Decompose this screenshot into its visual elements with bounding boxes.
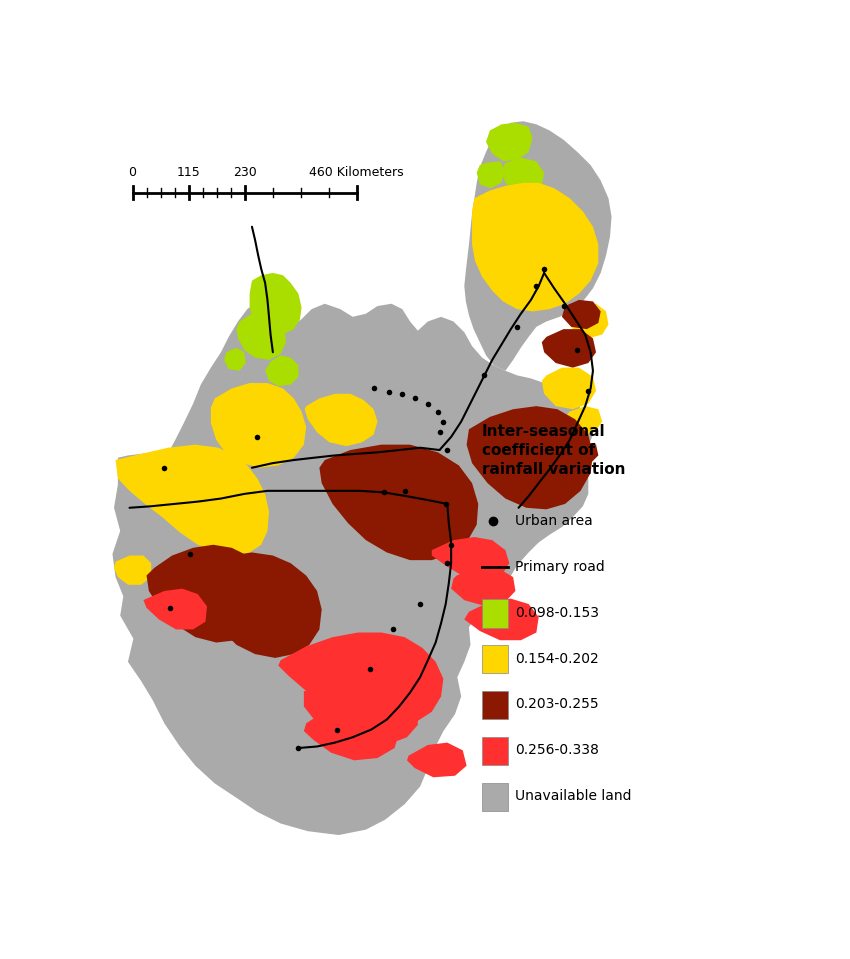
Polygon shape <box>477 161 506 188</box>
Polygon shape <box>451 568 515 606</box>
Polygon shape <box>304 704 400 760</box>
Polygon shape <box>304 394 377 446</box>
Polygon shape <box>541 367 596 409</box>
Polygon shape <box>224 347 246 371</box>
Text: 230: 230 <box>233 166 257 179</box>
Text: 0.256-0.338: 0.256-0.338 <box>514 743 598 757</box>
Text: 460 Kilometers: 460 Kilometers <box>309 166 404 179</box>
Polygon shape <box>502 157 544 194</box>
Polygon shape <box>562 300 601 329</box>
Bar <box>482 737 508 765</box>
Polygon shape <box>464 121 611 371</box>
Polygon shape <box>467 407 593 509</box>
Polygon shape <box>320 445 479 560</box>
Text: 0.098-0.153: 0.098-0.153 <box>514 606 598 620</box>
Polygon shape <box>568 304 609 339</box>
Polygon shape <box>211 383 306 468</box>
Bar <box>482 645 508 673</box>
Polygon shape <box>114 555 151 585</box>
Polygon shape <box>464 598 539 641</box>
Text: Primary road: Primary road <box>514 560 604 574</box>
Polygon shape <box>278 633 444 727</box>
Text: 0: 0 <box>128 166 137 179</box>
Polygon shape <box>146 545 270 643</box>
Polygon shape <box>432 537 509 581</box>
Polygon shape <box>541 329 596 367</box>
Polygon shape <box>565 407 603 434</box>
Text: 0.154-0.202: 0.154-0.202 <box>514 651 598 666</box>
Polygon shape <box>208 552 321 658</box>
Text: 0.203-0.255: 0.203-0.255 <box>514 697 598 712</box>
Polygon shape <box>304 676 418 745</box>
Polygon shape <box>573 442 598 463</box>
Polygon shape <box>250 273 302 337</box>
Text: 115: 115 <box>177 166 201 179</box>
Polygon shape <box>407 742 467 778</box>
Text: Inter-seasonal
coefficient of
rainfall variation: Inter-seasonal coefficient of rainfall v… <box>482 424 626 477</box>
Polygon shape <box>236 314 286 360</box>
Text: Urban area: Urban area <box>514 514 592 528</box>
Polygon shape <box>486 123 532 161</box>
Polygon shape <box>112 301 593 835</box>
Polygon shape <box>144 589 207 629</box>
Text: Unavailable land: Unavailable land <box>514 789 632 803</box>
Bar <box>482 691 508 719</box>
Polygon shape <box>472 183 598 312</box>
Bar <box>482 599 508 627</box>
Polygon shape <box>265 356 298 386</box>
Polygon shape <box>116 445 269 555</box>
Bar <box>482 783 508 810</box>
